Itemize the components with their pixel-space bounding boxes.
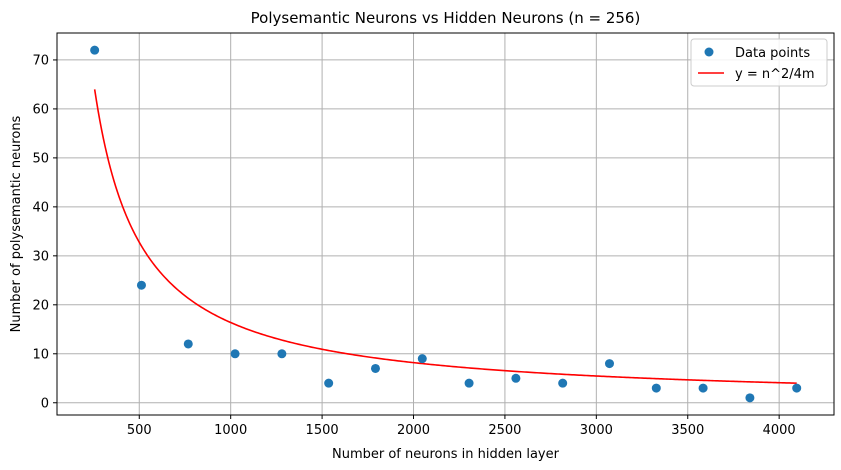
- x-tick-label: 2500: [488, 423, 521, 438]
- data-point: [277, 349, 287, 359]
- data-point: [464, 378, 474, 388]
- legend-marker-points: [704, 47, 714, 57]
- y-tick-label: 30: [32, 249, 49, 264]
- x-tick-label: 3000: [580, 423, 613, 438]
- y-tick-label: 60: [32, 102, 49, 117]
- legend-label-points: Data points: [735, 46, 810, 61]
- legend-label-curve: y = n^2/4m: [735, 67, 815, 82]
- y-tick-label: 40: [32, 200, 49, 215]
- x-tick-label: 2000: [397, 423, 430, 438]
- y-tick-label: 50: [32, 151, 49, 166]
- y-axis: 0 10 20 30 40 50 60 70: [32, 53, 57, 411]
- legend-box: [690, 38, 828, 87]
- x-tick-label: 3500: [671, 423, 704, 438]
- chart-title: Polysemantic Neurons vs Hidden Neurons (…: [251, 9, 641, 27]
- x-tick-label: 1500: [306, 423, 339, 438]
- data-point: [183, 339, 193, 349]
- x-tick-label: 4000: [763, 423, 796, 438]
- y-tick-label: 0: [41, 396, 49, 411]
- y-axis-label: Number of polysemantic neurons: [9, 115, 24, 332]
- data-point: [558, 378, 568, 388]
- y-tick-label: 70: [32, 53, 49, 68]
- data-point: [370, 363, 380, 373]
- x-tick-label: 500: [127, 423, 152, 438]
- data-point: [324, 378, 334, 388]
- data-point: [745, 393, 755, 403]
- grid: [57, 33, 834, 415]
- data-point: [511, 373, 521, 383]
- data-point: [651, 383, 661, 393]
- x-axis: 500 1000 1500 2000 2500 3000 3500 4000: [127, 415, 796, 438]
- legend: Data points y = n^2/4m: [690, 38, 828, 87]
- plot-area: [90, 45, 802, 403]
- data-point: [90, 45, 100, 55]
- x-tick-label: 1000: [214, 423, 247, 438]
- data-point: [792, 383, 802, 393]
- axes-frame: [56, 32, 835, 416]
- data-point: [230, 349, 240, 359]
- data-point: [417, 354, 427, 364]
- curve-line: [93, 89, 797, 384]
- data-point: [698, 383, 708, 393]
- data-point: [604, 359, 614, 369]
- y-tick-label: 10: [32, 347, 49, 362]
- data-point: [136, 280, 146, 290]
- y-tick-label: 20: [32, 298, 49, 313]
- x-axis-label: Number of neurons in hidden layer: [332, 447, 560, 462]
